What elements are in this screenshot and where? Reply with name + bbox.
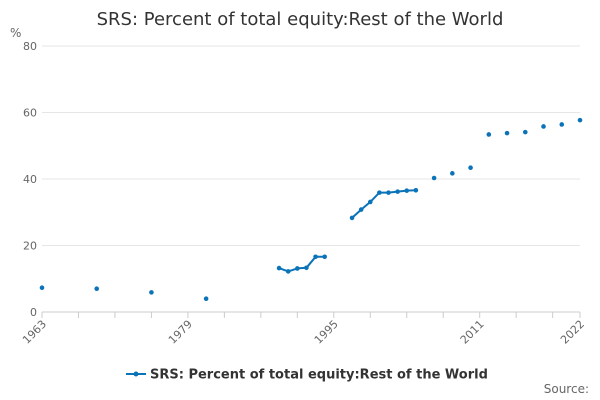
y-axis-ticks: 0 20 40 60 80 [23, 40, 37, 319]
y-tick-label: 60 [23, 107, 37, 120]
source-label[interactable]: Source: [544, 382, 589, 396]
data-point[interactable] [304, 265, 309, 271]
legend[interactable]: SRS: Percent of total equity:Rest of the… [126, 368, 488, 383]
data-point[interactable] [559, 122, 565, 127]
series-line-segment [278, 255, 326, 273]
y-tick-label: 80 [23, 40, 37, 53]
chart-title: SRS: Percent of total equity:Rest of the… [97, 9, 504, 30]
data-point[interactable] [149, 290, 154, 295]
data-point[interactable] [276, 265, 282, 271]
legend-label: SRS: Percent of total equity:Rest of the… [150, 368, 488, 383]
x-tick-label: 1995 [312, 318, 341, 347]
data-point[interactable] [367, 199, 373, 205]
x-tick-label: 2022 [558, 318, 587, 347]
data-point[interactable] [486, 132, 492, 137]
data-point[interactable] [522, 129, 528, 135]
data-point[interactable] [504, 130, 510, 136]
series-points [39, 117, 583, 302]
data-point[interactable] [450, 171, 455, 176]
x-tick-label: 1979 [166, 318, 195, 347]
data-point[interactable] [395, 189, 400, 194]
series-lines [278, 189, 417, 273]
data-point[interactable] [468, 165, 473, 170]
x-axis-ticks: 1963 1979 1995 2011 2022 [20, 312, 587, 347]
data-point[interactable] [577, 117, 583, 123]
legend-point-marker [133, 371, 139, 377]
data-point[interactable] [313, 254, 318, 260]
y-tick-label: 0 [30, 306, 37, 319]
data-point[interactable] [358, 207, 364, 212]
data-point[interactable] [431, 175, 437, 181]
data-point[interactable] [413, 188, 419, 193]
data-point[interactable] [285, 269, 291, 274]
data-point[interactable] [39, 285, 45, 291]
data-point[interactable] [295, 266, 300, 271]
y-tick-label: 40 [23, 173, 37, 186]
gridlines [42, 45, 580, 246]
y-axis-unit: % [10, 26, 21, 40]
x-tick-label: 2011 [458, 318, 487, 347]
x-tick-label: 1963 [20, 318, 49, 347]
data-point[interactable] [541, 124, 546, 129]
data-point[interactable] [386, 190, 391, 195]
data-point[interactable] [377, 190, 382, 195]
data-point[interactable] [322, 254, 327, 260]
y-tick-label: 20 [23, 240, 37, 253]
data-point[interactable] [349, 215, 355, 221]
data-point[interactable] [203, 296, 209, 302]
data-point[interactable] [94, 286, 100, 292]
series-line-segment [351, 189, 417, 219]
data-point[interactable] [404, 188, 410, 193]
